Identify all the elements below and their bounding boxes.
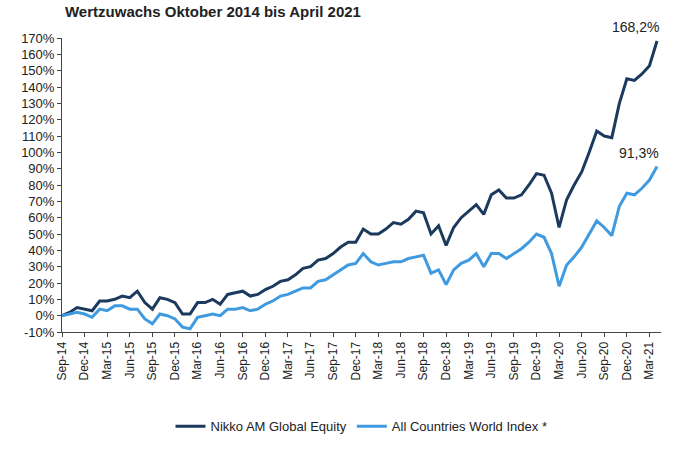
svg-text:20%: 20% bbox=[28, 276, 54, 291]
svg-text:Mar-15: Mar-15 bbox=[100, 341, 114, 379]
svg-text:130%: 130% bbox=[21, 96, 55, 111]
svg-text:Mar-20: Mar-20 bbox=[552, 341, 566, 379]
svg-text:110%: 110% bbox=[22, 129, 55, 144]
svg-text:Dec-18: Dec-18 bbox=[439, 341, 453, 380]
svg-text:Dec-17: Dec-17 bbox=[349, 341, 363, 380]
svg-text:Jun-18: Jun-18 bbox=[394, 341, 408, 378]
svg-text:30%: 30% bbox=[28, 259, 54, 274]
svg-text:Nikko AM Global Equity: Nikko AM Global Equity bbox=[211, 419, 347, 434]
svg-text:91,3%: 91,3% bbox=[619, 145, 659, 161]
svg-text:Dec-20: Dec-20 bbox=[620, 341, 634, 380]
svg-text:70%: 70% bbox=[28, 194, 54, 209]
svg-text:Sep-16: Sep-16 bbox=[236, 341, 250, 380]
svg-text:Dec-16: Dec-16 bbox=[258, 341, 272, 380]
svg-text:50%: 50% bbox=[28, 227, 54, 242]
svg-text:Sep-15: Sep-15 bbox=[145, 341, 159, 380]
svg-text:60%: 60% bbox=[28, 210, 54, 225]
svg-text:-10%: -10% bbox=[24, 325, 55, 340]
svg-text:170%: 170% bbox=[21, 31, 55, 46]
svg-text:Sep-14: Sep-14 bbox=[55, 341, 69, 380]
svg-text:Wertzuwachs Oktober 2014 bis A: Wertzuwachs Oktober 2014 bis April 2021 bbox=[65, 3, 361, 20]
svg-text:140%: 140% bbox=[21, 80, 55, 95]
svg-text:Sep-20: Sep-20 bbox=[597, 341, 611, 380]
svg-text:80%: 80% bbox=[28, 178, 54, 193]
svg-text:Jun-19: Jun-19 bbox=[484, 341, 498, 378]
svg-text:Dec-19: Dec-19 bbox=[529, 341, 543, 380]
svg-text:40%: 40% bbox=[28, 243, 54, 258]
svg-text:100%: 100% bbox=[21, 145, 55, 160]
svg-text:Jun-15: Jun-15 bbox=[123, 341, 137, 378]
svg-text:Jun-16: Jun-16 bbox=[213, 341, 227, 378]
svg-text:160%: 160% bbox=[21, 47, 55, 62]
svg-text:Mar-17: Mar-17 bbox=[281, 341, 295, 379]
svg-text:90%: 90% bbox=[28, 161, 54, 176]
svg-text:Sep-17: Sep-17 bbox=[326, 341, 340, 380]
svg-text:Mar-21: Mar-21 bbox=[642, 341, 656, 379]
svg-text:150%: 150% bbox=[21, 63, 55, 78]
svg-text:Dec-14: Dec-14 bbox=[77, 341, 91, 380]
svg-text:10%: 10% bbox=[28, 292, 54, 307]
svg-text:Dec-15: Dec-15 bbox=[168, 341, 182, 380]
svg-text:Sep-18: Sep-18 bbox=[416, 341, 430, 380]
svg-text:Mar-16: Mar-16 bbox=[190, 341, 204, 379]
svg-text:Mar-18: Mar-18 bbox=[371, 341, 385, 379]
svg-text:All Countries World Index *: All Countries World Index * bbox=[392, 419, 547, 434]
svg-text:Jun-17: Jun-17 bbox=[303, 341, 317, 378]
svg-text:Sep-19: Sep-19 bbox=[507, 341, 521, 380]
svg-text:168,2%: 168,2% bbox=[612, 19, 659, 35]
svg-text:0%: 0% bbox=[36, 308, 55, 323]
svg-text:120%: 120% bbox=[21, 112, 55, 127]
svg-text:Mar-19: Mar-19 bbox=[462, 341, 476, 379]
svg-text:Jun-20: Jun-20 bbox=[575, 341, 589, 378]
